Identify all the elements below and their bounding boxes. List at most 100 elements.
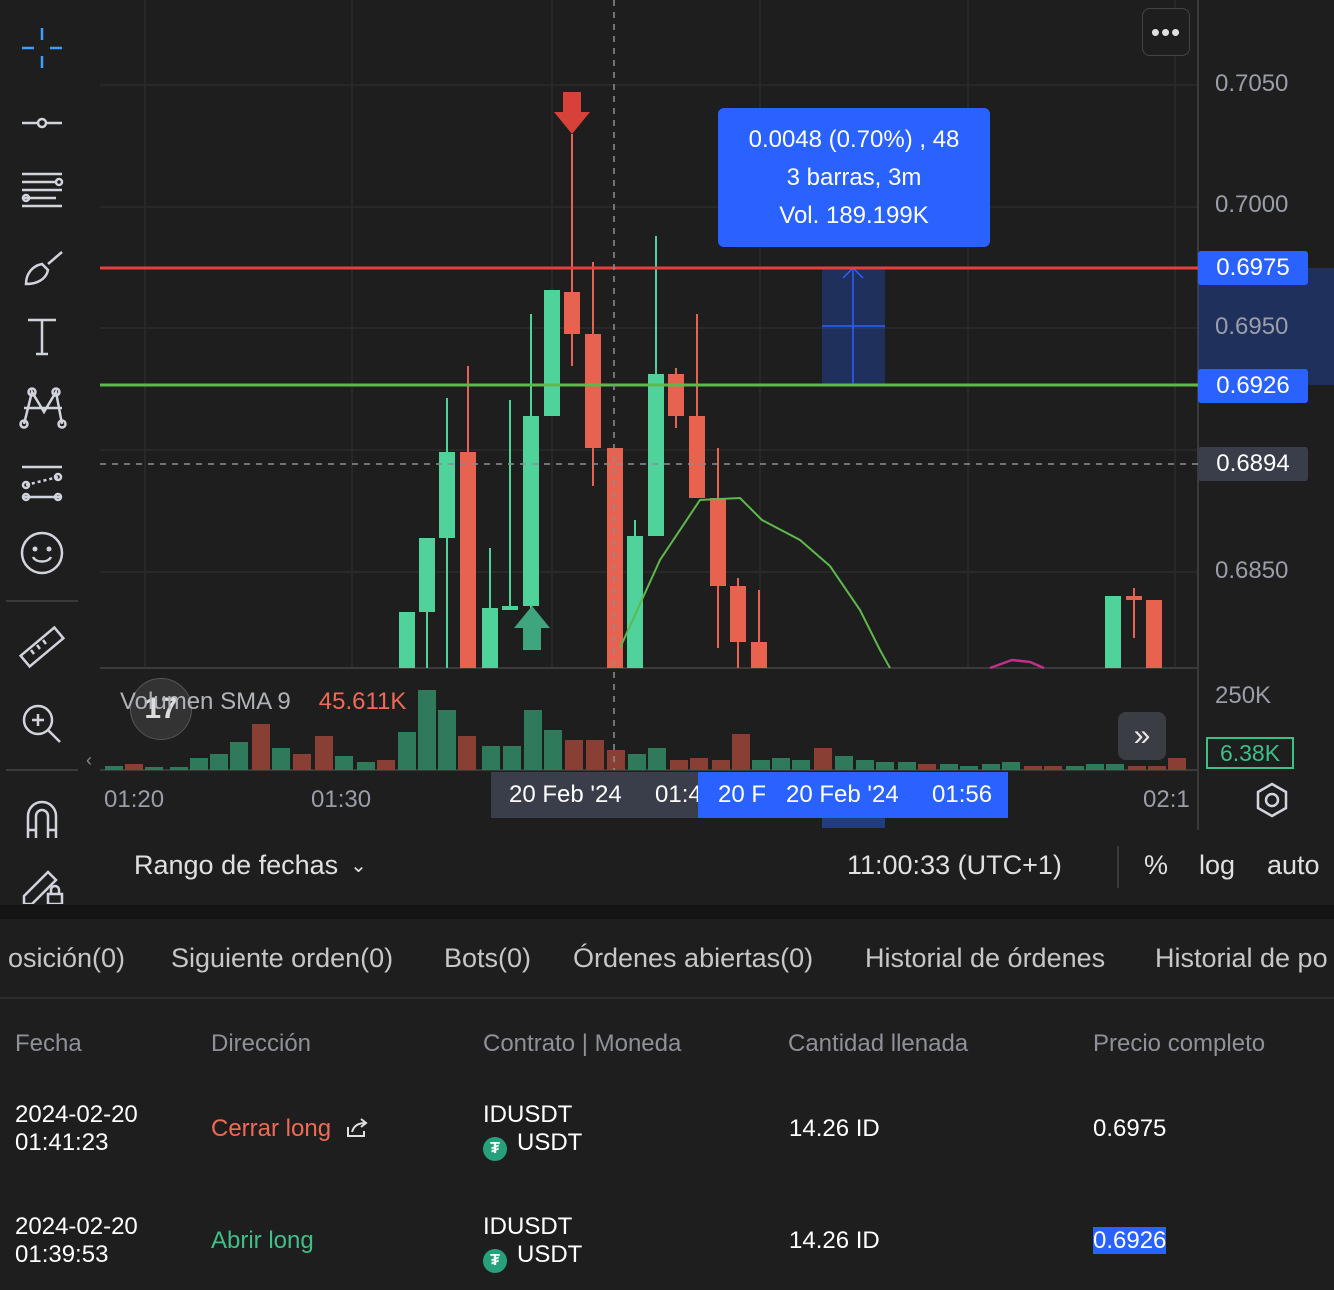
- volume-legend: Volumen SMA 9 45.611K: [120, 688, 406, 716]
- tab-bots[interactable]: Bots(0): [444, 943, 532, 973]
- volume-bar: [752, 760, 770, 770]
- percent-scale-button[interactable]: %: [1144, 850, 1169, 880]
- row-direction[interactable]: Abrir long: [211, 1227, 314, 1254]
- volume-bar: [1168, 758, 1186, 770]
- price-axis-label: 0.6850: [1215, 557, 1289, 584]
- volume-bar: [856, 760, 874, 770]
- date-range-label: Rango de fechas: [134, 850, 339, 880]
- crosshair-tool-icon[interactable]: [8, 20, 76, 76]
- volume-bar: [1002, 762, 1020, 770]
- candle-body: [1126, 596, 1142, 600]
- volume-bar: [960, 766, 978, 770]
- chart-overlays: [100, 0, 1198, 770]
- volume-bar: [210, 754, 228, 770]
- volume-bar: [940, 764, 958, 770]
- chart-settings-icon[interactable]: [1252, 780, 1292, 820]
- volume-bar: [398, 732, 416, 770]
- volume-bar: [1024, 766, 1042, 770]
- sma-line-alt: [989, 658, 1045, 670]
- date-range-dropdown[interactable]: Rango de fechas ⌄: [134, 850, 367, 881]
- candle-body: [1146, 600, 1162, 668]
- auto-scale-button[interactable]: auto: [1267, 850, 1320, 880]
- row-filled-qty: 14.26 ID: [789, 1227, 880, 1254]
- volume-bars: [105, 690, 1186, 770]
- emoji-tool-icon[interactable]: [8, 523, 76, 579]
- candle-body: [730, 586, 746, 642]
- candlestick-chart[interactable]: [100, 0, 1334, 830]
- text-tool-icon[interactable]: [8, 308, 76, 364]
- buy-marker-icon: [514, 606, 550, 650]
- volume-bar: [628, 754, 646, 770]
- row-price: 0.6926: [1093, 1227, 1167, 1255]
- open-price-badge: 0.6926: [1198, 369, 1308, 403]
- volume-bar: [690, 758, 708, 770]
- volume-legend-label: Volumen SMA 9: [120, 688, 291, 715]
- candle-body: [419, 538, 435, 612]
- tab-open-orders[interactable]: Órdenes abiertas(0): [573, 943, 814, 973]
- scroll-to-realtime-button[interactable]: »: [1118, 712, 1166, 760]
- sma-line: [619, 496, 891, 669]
- column-header-contract: Contrato | Moneda: [483, 1030, 682, 1057]
- volume-bar: [272, 748, 290, 770]
- volume-bar: [607, 750, 625, 770]
- candle-body: [399, 612, 415, 668]
- ruler-tool-icon[interactable]: [8, 620, 76, 676]
- row-price: 0.6975: [1093, 1115, 1167, 1142]
- collapse-arrow-icon[interactable]: ‹: [86, 750, 92, 770]
- volume-bar: [252, 724, 270, 770]
- volume-bar: [544, 730, 562, 770]
- selected-text: 0.6926: [1093, 1227, 1167, 1254]
- row-date-day: 2024-02-20: [15, 1213, 138, 1240]
- volume-bar: [190, 758, 208, 770]
- lock-drawing-icon[interactable]: [8, 860, 76, 904]
- current-price-badge: 0.6894: [1198, 447, 1308, 481]
- section-divider: [0, 905, 1334, 919]
- brush-tool-icon[interactable]: [8, 238, 76, 294]
- clock-display[interactable]: 11:00:33 (UTC+1): [847, 850, 1062, 880]
- trend-line-tool-icon[interactable]: [8, 93, 76, 149]
- row-date-day: 2024-02-20: [15, 1101, 138, 1128]
- tab-order-history[interactable]: Historial de órdenes: [865, 943, 1106, 973]
- zoom-in-icon[interactable]: [8, 692, 76, 748]
- volume-bar: [586, 740, 604, 770]
- measure-time-label: 20 F 20 Feb '24 01:56: [698, 772, 1008, 818]
- range-time-highlight: [822, 818, 885, 828]
- column-header-price: Precio completo: [1093, 1030, 1266, 1057]
- close-price-badge: 0.6975: [1198, 251, 1308, 285]
- fib-tool-icon[interactable]: [8, 160, 76, 216]
- tab-next-order[interactable]: Siguiente orden(0): [171, 943, 394, 973]
- sma-lines: [619, 496, 1045, 670]
- price-chart[interactable]: 0.7050 0.7000 0.6950 0.6850 0.6975 0.692…: [100, 0, 1334, 830]
- time-axis-label: 01:30: [311, 786, 372, 813]
- volume-bar: [1106, 764, 1124, 770]
- pattern-tool-icon[interactable]: [8, 378, 76, 434]
- more-options-button[interactable]: •••: [1142, 8, 1190, 56]
- drawing-toolbar: ‹: [0, 0, 92, 905]
- measure-range-box: [822, 266, 1334, 828]
- currency-label: USDT: [517, 1129, 583, 1156]
- candle-body: [627, 536, 643, 668]
- toolbar-divider: [6, 769, 78, 771]
- candle-body: [482, 608, 498, 668]
- volume-bar: [357, 762, 375, 770]
- tab-position[interactable]: osición(0): [8, 943, 126, 973]
- volume-bar: [503, 746, 521, 770]
- candle-body: [523, 416, 539, 606]
- contract-symbol: IDUSDT: [483, 1101, 573, 1128]
- log-scale-button[interactable]: log: [1199, 850, 1236, 880]
- tab-position-history[interactable]: Historial de po: [1155, 943, 1328, 973]
- share-icon[interactable]: [344, 1117, 370, 1139]
- column-header-date: Fecha: [15, 1030, 82, 1057]
- candle-body: [710, 498, 726, 586]
- volume-bar: [418, 690, 436, 770]
- volume-bar: [565, 740, 583, 770]
- tradingview-logo: 17: [130, 678, 192, 740]
- row-direction[interactable]: Cerrar long: [211, 1115, 370, 1143]
- crosshair-time-label: 20 Feb '24 01:4: [491, 772, 702, 818]
- chevron-down-icon: ⌄: [350, 855, 367, 877]
- tooltip-volume: Vol. 189.199K: [779, 201, 929, 229]
- volume-legend-value: 45.611K: [318, 688, 407, 715]
- magnet-icon[interactable]: [8, 790, 76, 846]
- forecast-tool-icon[interactable]: [8, 453, 76, 509]
- tether-icon: ₮: [483, 1137, 507, 1161]
